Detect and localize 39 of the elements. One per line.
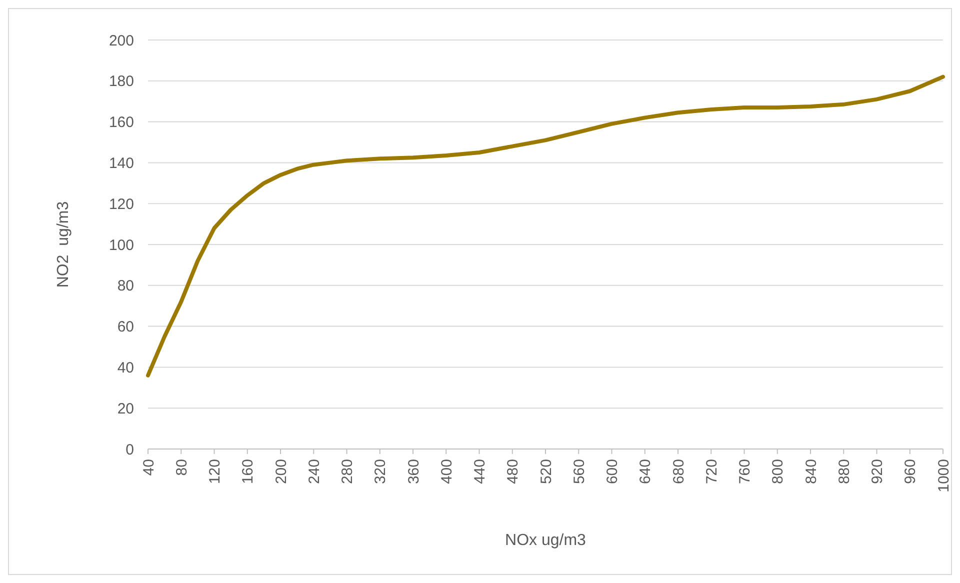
x-tick-label: 480 bbox=[504, 459, 522, 484]
x-tick-label: 240 bbox=[306, 459, 323, 484]
y-tick-label: 0 bbox=[126, 441, 134, 458]
y-tick-label: 160 bbox=[108, 114, 134, 132]
x-tick-label: 40 bbox=[140, 459, 158, 476]
x-tick-label: 760 bbox=[736, 459, 754, 484]
y-axis-title: NO2 ug/m3 bbox=[55, 201, 72, 288]
x-tick-label: 120 bbox=[206, 459, 224, 484]
x-tick-label: 720 bbox=[703, 459, 720, 484]
x-tick-label: 600 bbox=[604, 459, 621, 484]
x-tick-label: 280 bbox=[339, 459, 356, 484]
x-tick-label: 1000 bbox=[935, 459, 952, 492]
x-tick-label: 880 bbox=[836, 459, 853, 484]
y-tick-label: 20 bbox=[117, 400, 134, 418]
y-tick-label: 60 bbox=[117, 318, 134, 336]
line-series bbox=[146, 74, 945, 378]
x-tick-label: 200 bbox=[272, 459, 290, 484]
x-tick-label: 160 bbox=[240, 459, 257, 484]
x-tick-label: 560 bbox=[570, 459, 588, 484]
x-tick-label: 80 bbox=[173, 459, 190, 476]
x-tick-label: 400 bbox=[438, 459, 456, 484]
x-tick-label: 640 bbox=[637, 459, 654, 484]
x-tick-label: 960 bbox=[902, 459, 920, 484]
y-tick-label: 40 bbox=[117, 359, 134, 376]
y-tick-label: 120 bbox=[108, 196, 134, 213]
x-tick-label: 800 bbox=[770, 459, 787, 484]
y-tick-label: 140 bbox=[108, 154, 134, 172]
x-tick-label: 360 bbox=[405, 459, 422, 484]
x-tick-label: 840 bbox=[802, 459, 820, 484]
x-tick-label: 680 bbox=[670, 459, 688, 484]
x-tick-label: 920 bbox=[869, 459, 886, 484]
x-tick-label: 320 bbox=[372, 459, 390, 484]
x-tick-label: 440 bbox=[472, 459, 488, 484]
x-tick-label: 520 bbox=[538, 459, 555, 484]
y-tick-label: 200 bbox=[108, 32, 134, 50]
y-tick-label: 100 bbox=[108, 236, 134, 254]
x-axis-title: NOx ug/m3 bbox=[505, 532, 586, 549]
y-tick-label: 80 bbox=[117, 278, 134, 295]
y-tick-label: 180 bbox=[108, 73, 134, 90]
